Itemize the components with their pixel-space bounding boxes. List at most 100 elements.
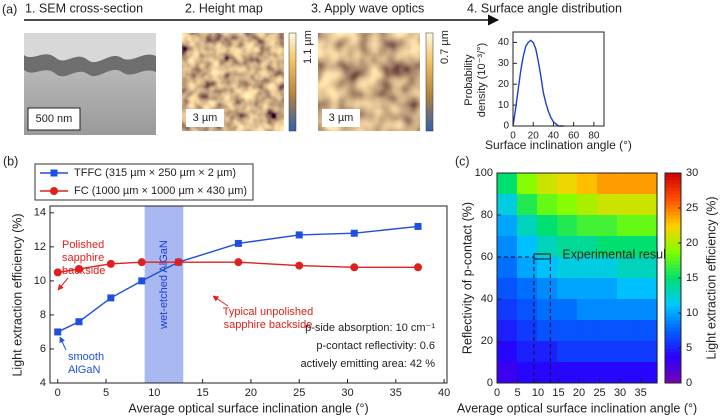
plot-frame	[512, 31, 605, 127]
heat-cell	[516, 299, 538, 321]
heat-cell	[576, 236, 598, 258]
colorbar-step	[665, 222, 681, 226]
annotation: Typical unpolished	[223, 306, 314, 318]
heat-cell	[617, 173, 638, 195]
x-tick-label: 20	[528, 131, 540, 142]
colorbar-step	[665, 176, 681, 181]
x-axis-label: Average optical surface inclination angl…	[128, 401, 368, 415]
series-line	[512, 39, 564, 127]
marker	[350, 229, 358, 237]
heat-cell	[617, 362, 638, 384]
colorbar-step	[665, 236, 681, 240]
plot-frame	[496, 172, 658, 384]
marker	[53, 268, 62, 277]
y-tick-label: 14	[34, 207, 46, 219]
panel-label: (b)	[3, 154, 18, 168]
heat-cell	[596, 320, 618, 342]
marker	[295, 231, 303, 239]
x-tick-label: 15	[196, 387, 208, 399]
heat-cell	[576, 278, 598, 300]
x-axis-label: Average optical surface inclination angl…	[457, 401, 697, 415]
colorbar-step	[665, 323, 681, 328]
colorbar-tick-label: 10	[686, 307, 698, 319]
colorbar-step	[665, 330, 681, 335]
y-tick-label: 40	[498, 37, 510, 48]
y-tick-label: 20	[481, 335, 493, 347]
colorbar-step	[665, 344, 681, 349]
heat-cell	[557, 278, 578, 300]
heat-cell	[537, 173, 558, 195]
colorbar-step	[665, 278, 681, 282]
colorbar-step	[665, 215, 681, 219]
heat-cell	[576, 173, 598, 195]
heat-cell	[617, 278, 638, 300]
y-axis-label: density (10⁻³/°)	[476, 43, 488, 117]
heat-cell	[496, 299, 518, 321]
heat-cell	[557, 320, 578, 342]
x-axis-label: Surface inclination angle (°)	[485, 138, 632, 152]
colorbar-step	[665, 327, 681, 331]
heat-cell	[516, 236, 538, 258]
marker	[414, 222, 422, 230]
heat-cell	[496, 236, 518, 258]
annotation-arrow	[212, 295, 229, 307]
colorbar-step	[665, 302, 681, 307]
experimental-region	[533, 253, 551, 260]
heat-cell	[617, 320, 638, 342]
marker	[74, 264, 83, 273]
colorbar-step	[665, 313, 681, 317]
colorbar-step	[665, 197, 681, 202]
colorbar-step	[665, 337, 681, 342]
legend-label: TFFC (315 µm × 250 µm × 2 µm)	[74, 167, 236, 179]
colorbar-step	[665, 292, 681, 296]
range-label: 0.7 µm	[439, 30, 451, 64]
colorbar-step	[665, 260, 681, 265]
heat-cell	[576, 362, 598, 384]
heat-cell	[557, 236, 578, 258]
y-tick-label: 8	[40, 309, 46, 321]
marker	[234, 258, 243, 267]
heat-cell	[637, 215, 658, 237]
heat-cell	[496, 257, 518, 279]
heat-cell	[617, 299, 638, 321]
marker	[107, 294, 115, 302]
colorbar-step	[665, 358, 681, 363]
y-tick-label: 100	[475, 167, 493, 179]
x-tick-label: 20	[245, 387, 257, 399]
heat-cell	[557, 173, 578, 195]
colorbar-step	[665, 274, 681, 279]
step-label: 1. SEM cross-section	[25, 1, 143, 15]
x-tick-label: 80	[588, 131, 600, 142]
colorbar-step	[665, 253, 681, 258]
heat-cell	[516, 173, 538, 195]
heat-cell	[637, 173, 658, 195]
colorbar-step	[665, 341, 681, 345]
step-label: 2. Height map	[185, 1, 263, 15]
colorbar-step	[665, 320, 681, 324]
colorbar-step	[665, 379, 681, 384]
marker	[234, 239, 242, 247]
annotation-arrow	[59, 336, 67, 351]
y-tick-label: 80	[481, 209, 493, 221]
x-tick-label: 35	[390, 387, 402, 399]
heat-cell	[617, 215, 638, 237]
heat-cell	[537, 257, 558, 279]
heat-cell	[576, 257, 598, 279]
y-axis-label: Reflectivity of p-contact (%)	[460, 202, 474, 354]
colorbar-step	[665, 173, 681, 177]
colorbar-step	[665, 316, 681, 321]
colorbar-step	[665, 208, 681, 212]
colorbar-step	[665, 267, 681, 272]
colorbar-step	[665, 232, 681, 237]
colorbar-step	[665, 369, 681, 373]
range-label: 1.1 µm	[302, 30, 314, 64]
note: p-side absorption: 10 cm⁻¹	[305, 322, 435, 334]
x-tick-label: 30	[614, 387, 626, 399]
colorbar-label: Light extraction efficiency (%)	[704, 196, 718, 359]
heat-cell	[637, 362, 658, 384]
annotation: sapphire	[62, 252, 104, 264]
legend-marker	[50, 187, 58, 195]
heat-cell	[637, 341, 658, 363]
heat-cell	[617, 257, 638, 279]
heat-cell	[557, 257, 578, 279]
